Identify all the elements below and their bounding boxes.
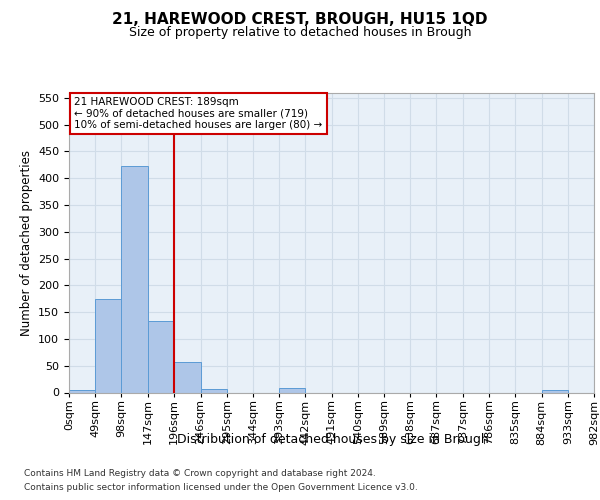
- Bar: [174, 362, 200, 392]
- Text: Distribution of detached houses by size in Brough: Distribution of detached houses by size …: [177, 432, 489, 446]
- Bar: [121, 166, 148, 392]
- Y-axis label: Number of detached properties: Number of detached properties: [20, 150, 32, 336]
- Text: 21 HAREWOOD CREST: 189sqm
← 90% of detached houses are smaller (719)
10% of semi: 21 HAREWOOD CREST: 189sqm ← 90% of detac…: [74, 97, 323, 130]
- Bar: [95, 300, 121, 392]
- Text: Size of property relative to detached houses in Brough: Size of property relative to detached ho…: [129, 26, 471, 39]
- Bar: [279, 388, 305, 392]
- Text: 21, HAREWOOD CREST, BROUGH, HU15 1QD: 21, HAREWOOD CREST, BROUGH, HU15 1QD: [112, 12, 488, 28]
- Bar: [148, 322, 174, 392]
- Text: Contains HM Land Registry data © Crown copyright and database right 2024.: Contains HM Land Registry data © Crown c…: [24, 468, 376, 477]
- Text: Contains public sector information licensed under the Open Government Licence v3: Contains public sector information licen…: [24, 484, 418, 492]
- Bar: [200, 389, 227, 392]
- Bar: [542, 390, 568, 392]
- Bar: [69, 390, 95, 392]
